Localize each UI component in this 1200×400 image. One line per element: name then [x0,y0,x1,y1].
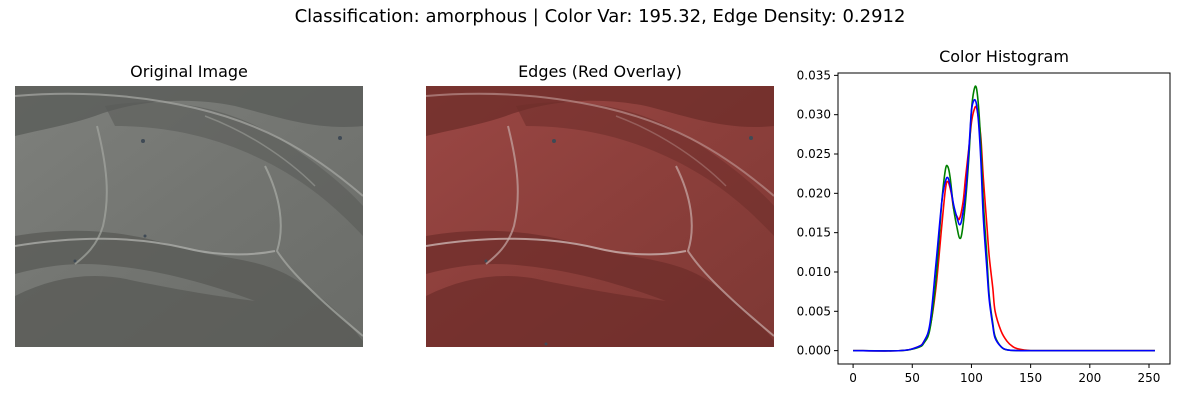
histogram-chart: 0 50 100 150 200 250 0.000 0.005 0.010 0.015 0.020… [786,66,1186,400]
histogram-svg: 0 50 100 150 200 250 0.000 0.005 0.010 0.015 0.020… [797,68,1171,385]
series-line-red [853,105,1155,352]
y-tick-label: 0.010 [797,265,831,279]
series-line-blue [853,98,1155,352]
y-tick-label: 0.030 [797,108,831,122]
original-image-title: Original Image [130,62,248,81]
histogram-title: Color Histogram [939,47,1069,66]
y-tick-label: 0.025 [797,147,831,161]
y-tick-label: 0.005 [797,304,831,318]
edges-image-title: Edges (Red Overlay) [518,62,682,81]
figure-suptitle: Classification: amorphous | Color Var: 1… [294,6,906,27]
y-tick-label: 0.000 [797,344,831,358]
x-tick-label: 0 [849,371,857,385]
y-tick-label: 0.015 [797,226,831,240]
x-tick-label: 100 [960,371,983,385]
y-tick-label: 0.035 [797,68,831,82]
plot-frame [837,72,1171,365]
edges-overlay-image [426,86,774,347]
x-tick-label: 50 [905,371,920,385]
y-tick-label: 0.020 [797,186,831,200]
x-tick-label: 250 [1138,371,1161,385]
x-tick-label: 200 [1078,371,1101,385]
original-image [15,86,363,347]
x-tick-label: 150 [1019,371,1042,385]
